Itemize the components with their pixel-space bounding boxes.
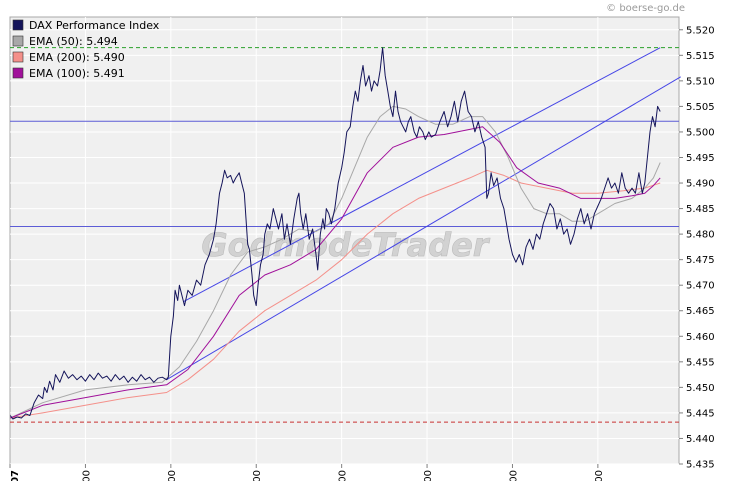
y-tick-label: 5.505 [686,102,715,113]
y-tick-label: 5.435 [686,460,715,471]
series-dax-line [9,47,661,420]
x-tick-label: 06:07 [10,470,21,481]
x-tick-label: 10:00 [338,470,349,481]
trend-lines [166,47,681,381]
legend-swatch [12,35,24,47]
y-axis: 5.435 5.440 5.445 5.450 5.455 5.460 5.465 5.470… [679,25,715,471]
trend-line [166,76,681,381]
legend-swatch [12,51,24,63]
y-tick-label: 5.460 [686,332,715,343]
horizontal-lines [10,47,679,423]
watermark: GodmodeTrader [201,226,490,264]
x-tick-label: 09:00 [252,470,263,481]
plot-area [9,16,680,465]
x-tick-label: 12:00 [508,470,519,481]
y-tick-label: 5.450 [686,383,715,394]
y-tick-label: 5.500 [686,127,715,138]
x-axis: 06:07 07:00 08:00 09:00 10:00 11:00 12:00 13:00 [9,464,605,481]
y-tick-label: 5.510 [686,76,715,87]
x-tick-label: 11:00 [423,470,434,481]
y-tick-label: 5.440 [686,434,715,445]
x-tick-label: 13:00 [594,470,605,481]
source-credit: © boerse-go.de [606,3,685,14]
y-tick-label: 5.515 [686,51,715,62]
legend-swatch [12,19,24,31]
y-tick-label: 5.445 [686,408,715,419]
series-ema50-line [10,105,661,419]
y-tick-label: 5.455 [686,357,715,368]
legend-label: DAX Performance Index [29,19,160,32]
y-tick-label: 5.470 [686,281,715,292]
legend-swatch [12,67,24,79]
legend-label: EMA (200): 5.490 [29,51,125,64]
gridlines [10,17,679,465]
legend: DAX Performance Index EMA (50): 5.494 EMA … [12,19,160,80]
y-tick-label: 5.475 [686,255,715,266]
y-tick-label: 5.495 [686,153,715,164]
x-tick-label: 08:00 [167,470,178,481]
y-tick-label: 5.520 [686,25,715,36]
legend-label: EMA (50): 5.494 [29,35,118,48]
trend-line [183,47,661,302]
y-tick-label: 5.465 [686,306,715,317]
series-group [9,47,661,420]
y-tick-label: 5.485 [686,204,715,215]
y-tick-label: 5.490 [686,179,715,190]
y-tick-label: 5.480 [686,230,715,241]
legend-label: EMA (100): 5.491 [29,67,125,80]
x-tick-label: 07:00 [81,470,92,481]
series-ema100-line [10,126,661,419]
